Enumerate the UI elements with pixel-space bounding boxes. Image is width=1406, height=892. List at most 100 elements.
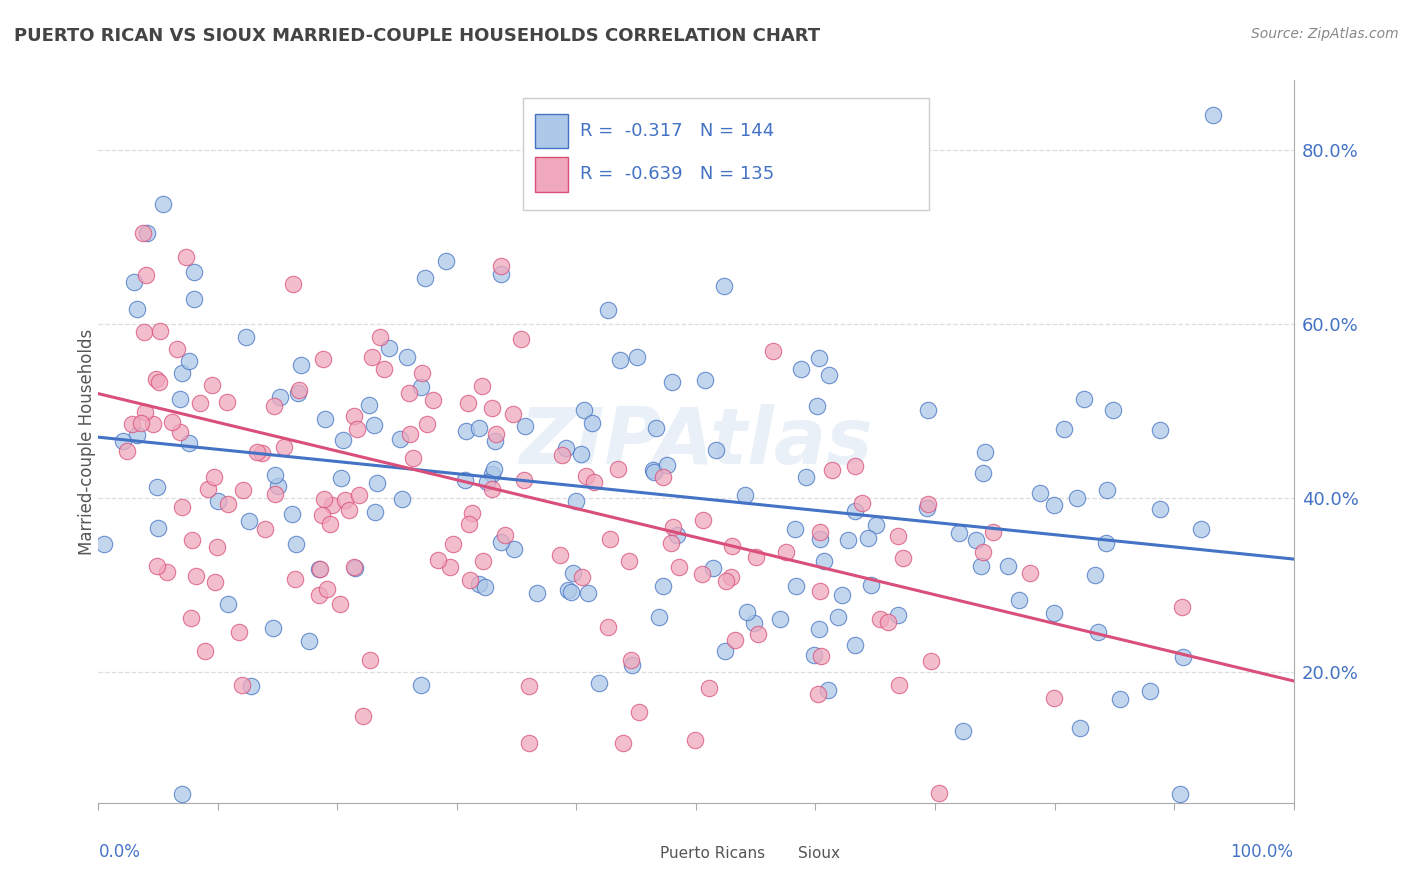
Point xyxy=(186,569,208,583)
Point xyxy=(555,442,578,456)
Text: R =  -0.317   N = 144: R = -0.317 N = 144 xyxy=(581,122,775,140)
Point xyxy=(217,395,239,409)
Point xyxy=(808,351,831,365)
Point xyxy=(238,514,260,528)
Point xyxy=(457,516,479,531)
Point xyxy=(263,399,285,413)
Point xyxy=(314,491,336,506)
Point xyxy=(314,412,336,426)
Point xyxy=(661,376,683,390)
Point xyxy=(599,533,621,547)
Point xyxy=(439,560,461,574)
Point xyxy=(844,504,866,518)
Point xyxy=(837,533,859,548)
Point xyxy=(262,621,284,635)
Point xyxy=(920,654,942,668)
Point xyxy=(142,417,165,431)
Point xyxy=(562,566,585,580)
Point xyxy=(373,362,395,376)
Point xyxy=(264,467,287,482)
Point xyxy=(643,466,665,480)
Point xyxy=(652,470,675,484)
Point xyxy=(281,508,304,522)
Point xyxy=(179,436,201,450)
Point xyxy=(457,396,479,410)
Point xyxy=(364,505,387,519)
Point xyxy=(471,554,494,568)
Point xyxy=(135,268,157,282)
Point xyxy=(997,558,1019,573)
Point xyxy=(744,549,766,564)
Point xyxy=(783,523,806,537)
Point xyxy=(569,447,592,461)
Point xyxy=(690,566,713,581)
Point xyxy=(136,226,159,240)
Point xyxy=(917,497,939,511)
Point xyxy=(1139,683,1161,698)
Point xyxy=(928,786,950,800)
Point xyxy=(706,442,728,457)
Point xyxy=(775,544,797,558)
FancyBboxPatch shape xyxy=(624,840,652,868)
Point xyxy=(207,540,229,554)
Point xyxy=(290,358,312,372)
Text: Sioux: Sioux xyxy=(797,846,839,861)
Point xyxy=(217,497,239,511)
Point xyxy=(460,574,482,588)
Point xyxy=(337,503,360,517)
Point xyxy=(413,271,436,285)
Point xyxy=(183,293,205,307)
Point xyxy=(481,467,503,481)
Point xyxy=(252,446,274,460)
Point xyxy=(396,350,419,364)
Point xyxy=(170,366,193,380)
Point xyxy=(806,399,828,413)
Point xyxy=(503,542,526,557)
Point xyxy=(343,560,366,574)
Point xyxy=(132,226,155,240)
Point xyxy=(886,607,908,622)
Point xyxy=(485,426,508,441)
Point xyxy=(298,634,321,648)
Point xyxy=(145,480,167,494)
Point xyxy=(887,678,910,692)
Point xyxy=(1007,593,1029,607)
Point xyxy=(207,493,229,508)
Point xyxy=(453,474,475,488)
Point xyxy=(575,468,598,483)
Point xyxy=(398,427,420,442)
Point xyxy=(844,639,866,653)
Point xyxy=(489,259,512,273)
Point xyxy=(844,459,866,474)
Point xyxy=(1201,108,1223,122)
Point xyxy=(683,194,706,209)
Point xyxy=(284,537,307,551)
Point xyxy=(316,582,339,596)
Point xyxy=(1084,567,1107,582)
Point xyxy=(288,383,311,397)
Point xyxy=(1149,502,1171,516)
Point xyxy=(720,570,742,584)
Point xyxy=(122,275,145,289)
Point xyxy=(398,386,420,401)
Point xyxy=(312,352,335,367)
Point xyxy=(177,354,200,368)
Point xyxy=(803,648,825,662)
Point xyxy=(411,366,433,380)
Point xyxy=(969,558,991,573)
Point xyxy=(702,560,724,574)
Point xyxy=(319,516,342,531)
Point xyxy=(851,496,873,510)
Point xyxy=(1043,690,1066,705)
Point xyxy=(785,579,807,593)
Point xyxy=(626,350,648,364)
Point xyxy=(335,493,357,508)
Point xyxy=(652,580,675,594)
Point xyxy=(821,463,844,477)
Point xyxy=(596,302,619,317)
Point xyxy=(565,493,588,508)
Point xyxy=(148,375,170,389)
Point xyxy=(769,612,792,626)
Point xyxy=(609,352,631,367)
Point xyxy=(865,518,887,533)
